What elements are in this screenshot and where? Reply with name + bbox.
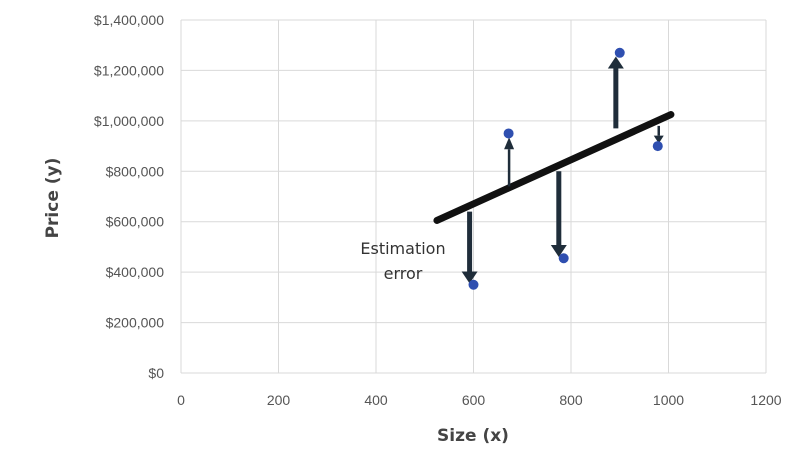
x-tick-label: 1000: [653, 392, 684, 408]
y-tick-label: $0: [148, 365, 164, 381]
data-points: [468, 47, 663, 290]
y-tick-label: $600,000: [106, 214, 165, 230]
y-tick-label: $1,200,000: [94, 62, 164, 78]
data-point: [652, 141, 663, 152]
y-tick-label: $400,000: [106, 264, 165, 280]
y-axis-label: Price (y): [43, 158, 63, 239]
x-tick-label: 400: [364, 392, 388, 408]
y-tick-label: $1,400,000: [94, 12, 164, 28]
y-tick-label: $1,000,000: [94, 113, 164, 129]
x-tick-label: 0: [177, 392, 185, 408]
error-arrow-head: [461, 271, 478, 284]
error-arrows: [461, 56, 664, 284]
error-arrow-head: [607, 56, 624, 69]
y-tick-label: $200,000: [106, 315, 165, 331]
error-arrow-head: [504, 137, 515, 150]
x-tick-label: 600: [462, 392, 486, 408]
x-tick-labels: 0 200 400 600 800 1000 1200: [177, 392, 782, 408]
error-arrow-head: [653, 135, 664, 144]
data-point: [468, 279, 479, 290]
x-tick-label: 200: [267, 392, 291, 408]
y-tick-label: $800,000: [106, 163, 165, 179]
regression-line-group: [433, 111, 675, 224]
data-point: [558, 253, 569, 264]
x-tick-label: 800: [559, 392, 583, 408]
regression-line: [433, 111, 675, 224]
x-tick-label: 1200: [750, 392, 781, 408]
x-axis-label: Size (x): [437, 426, 509, 446]
annotation-estimation: Estimation: [360, 239, 445, 258]
error-arrow-head: [550, 245, 567, 258]
y-tick-labels: $0 $200,000 $400,000 $600,000 $800,000 $1,000…: [94, 12, 164, 381]
data-point: [614, 47, 625, 58]
data-point: [503, 128, 514, 139]
annotation-error: error: [384, 264, 423, 283]
grid: [180, 19, 767, 374]
